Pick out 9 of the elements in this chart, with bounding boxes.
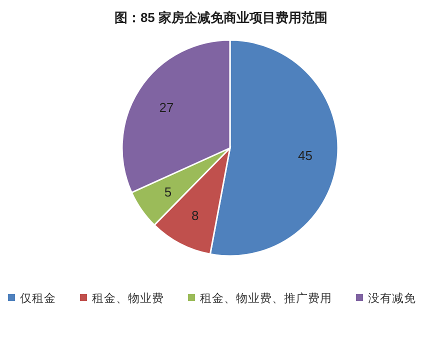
data-label: 5 bbox=[164, 184, 172, 200]
data-label: 8 bbox=[191, 208, 199, 224]
legend-label: 租金、物业费、推广费用 bbox=[200, 291, 332, 305]
data-label: 45 bbox=[298, 148, 313, 163]
legend-label: 租金、物业费 bbox=[92, 292, 164, 305]
legend-label: 没有减免 bbox=[368, 292, 416, 305]
chart-title: 图：85 家房企减免商业项目费用范围 bbox=[114, 10, 328, 25]
legend-label: 仅租金 bbox=[20, 292, 56, 305]
data-label: 27 bbox=[159, 100, 174, 116]
